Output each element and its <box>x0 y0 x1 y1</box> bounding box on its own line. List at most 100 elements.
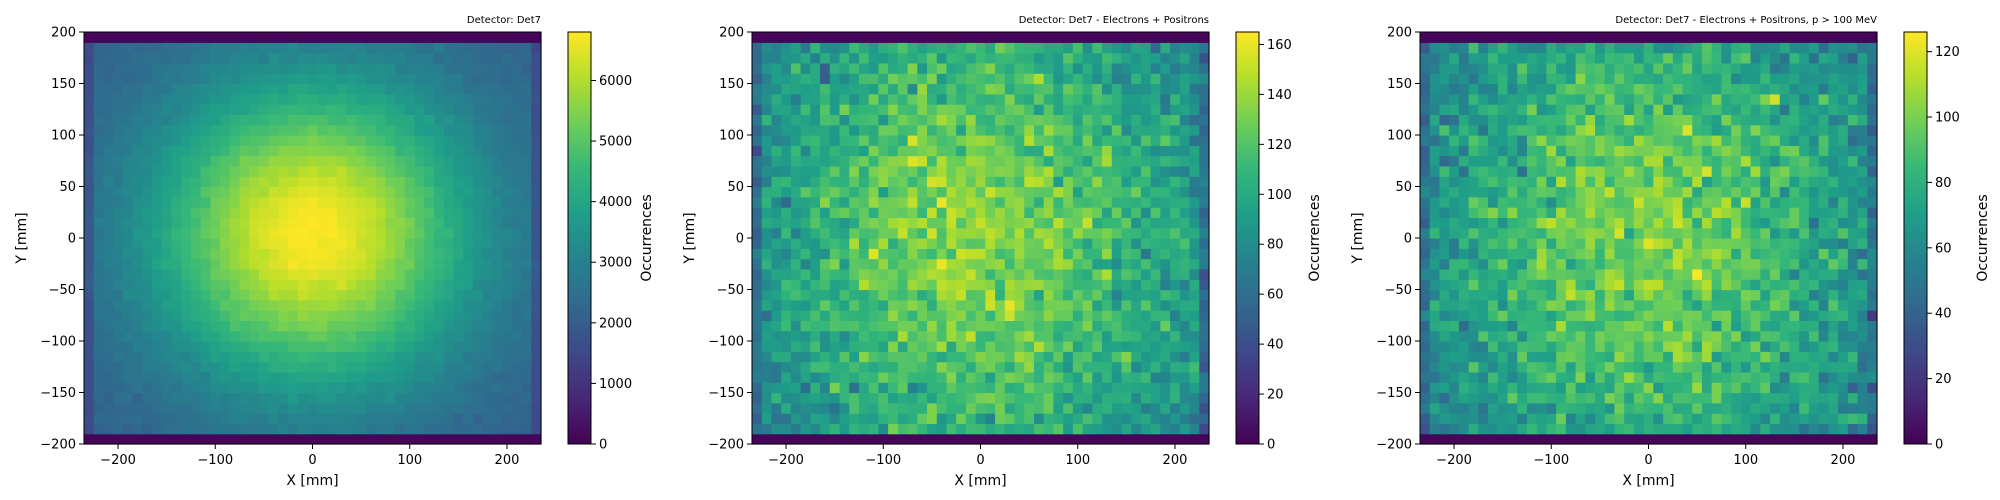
heatmap-cell <box>1111 217 1123 229</box>
heatmap-cell <box>927 423 938 435</box>
heatmap-cell <box>511 279 523 291</box>
heatmap-cell <box>975 104 986 115</box>
heatmap-cell <box>1121 227 1132 239</box>
heatmap-cell <box>1131 93 1142 105</box>
heatmap-cell <box>492 371 503 383</box>
heatmap-cell <box>1199 320 1210 332</box>
heatmap-cell <box>752 402 763 414</box>
heatmap-cell <box>1072 402 1084 414</box>
heatmap-cell <box>152 310 163 321</box>
heatmap-cell <box>1179 62 1191 74</box>
heatmap-cell <box>820 279 831 291</box>
heatmap-cell <box>346 52 357 64</box>
heatmap-cell <box>356 330 367 342</box>
heatmap-cell <box>1526 268 1538 280</box>
heatmap-cell <box>502 62 513 74</box>
heatmap-cell <box>1779 361 1791 373</box>
heatmap-cell <box>365 114 377 126</box>
heatmap-cell <box>1150 423 1161 435</box>
heatmap-cell <box>1072 392 1084 404</box>
heatmap-cell <box>1818 413 1829 424</box>
heatmap-cell <box>1682 207 1693 218</box>
heatmap-cell <box>1779 268 1791 280</box>
heatmap-cell <box>1102 423 1113 435</box>
heatmap-cell <box>229 62 241 74</box>
heatmap-cell <box>502 310 513 321</box>
heatmap-cell <box>839 310 850 321</box>
heatmap-cell <box>800 310 811 321</box>
heatmap-cell <box>1024 320 1035 332</box>
heatmap-cell <box>1721 341 1732 352</box>
heatmap-cell <box>297 196 309 208</box>
heatmap-cell <box>1808 227 1820 239</box>
heatmap-cell <box>103 83 114 95</box>
heatmap-cell <box>385 217 396 229</box>
heatmap-cell <box>1063 155 1074 167</box>
heatmap-cell <box>93 155 105 167</box>
heatmap-cell <box>849 258 860 270</box>
heatmap-cell <box>1102 42 1113 54</box>
heatmap-cell <box>404 145 416 157</box>
heatmap-cell <box>531 207 542 218</box>
heatmap-cell <box>521 330 532 342</box>
heatmap-cell <box>1546 268 1557 280</box>
heatmap-cell <box>511 155 523 167</box>
heatmap-cell <box>482 42 493 54</box>
heatmap-cell <box>336 186 348 198</box>
heatmap-cell <box>113 207 124 218</box>
heatmap-cell <box>1478 207 1489 218</box>
heatmap-cell <box>453 42 464 54</box>
heatmap-cell <box>1111 299 1123 311</box>
heatmap-cell <box>1082 165 1093 177</box>
heatmap-cell <box>142 62 153 74</box>
heatmap-cell <box>521 145 532 157</box>
heatmap-cell <box>365 217 377 229</box>
heatmap-cell <box>946 104 957 115</box>
heatmap-cell <box>434 402 445 414</box>
heatmap-cell <box>288 238 299 249</box>
heatmap-cell <box>103 423 114 435</box>
heatmap-cell <box>878 351 889 363</box>
heatmap-cell <box>249 62 260 74</box>
heatmap-cell <box>1170 32 1181 43</box>
heatmap-cell <box>161 104 173 115</box>
heatmap-cell <box>268 176 280 188</box>
heatmap-cell <box>820 351 831 363</box>
heatmap-cell <box>1111 433 1123 445</box>
heatmap-cell <box>752 104 763 115</box>
heatmap-cell <box>1140 83 1152 95</box>
heatmap-cell <box>1818 207 1829 218</box>
heatmap-cell <box>1189 341 1200 352</box>
heatmap-cell <box>1517 258 1528 270</box>
heatmap-cell <box>84 196 95 208</box>
heatmap-cell <box>868 104 879 115</box>
heatmap-cell <box>1189 73 1200 85</box>
heatmap-cell <box>888 114 899 126</box>
heatmap-cell <box>1867 299 1878 311</box>
heatmap-cell <box>1092 196 1103 208</box>
heatmap-cell <box>122 207 134 218</box>
heatmap-cell <box>868 73 879 85</box>
heatmap-cell <box>1199 330 1210 342</box>
heatmap-cell <box>946 165 957 177</box>
heatmap-cell <box>1170 186 1181 198</box>
heatmap-cell <box>1779 402 1791 414</box>
heatmap-cell <box>229 433 241 445</box>
heatmap-cell <box>395 114 406 126</box>
heatmap-cell <box>463 155 474 167</box>
heatmap-cell <box>84 227 95 239</box>
heatmap-cell <box>917 248 928 260</box>
heatmap-cell <box>829 196 841 208</box>
heatmap-cell <box>1458 413 1470 424</box>
heatmap-cell <box>1604 279 1616 291</box>
heatmap-cell <box>229 351 241 363</box>
heatmap-cell <box>849 176 860 188</box>
heatmap-cell <box>424 83 435 95</box>
heatmap-cell <box>1082 361 1093 373</box>
heatmap-cell <box>1024 299 1035 311</box>
heatmap-cell <box>761 392 773 404</box>
heatmap-cell <box>521 423 532 435</box>
heatmap-cell <box>492 186 503 198</box>
heatmap-cell <box>482 268 493 280</box>
heatmap-cell <box>1692 279 1703 291</box>
